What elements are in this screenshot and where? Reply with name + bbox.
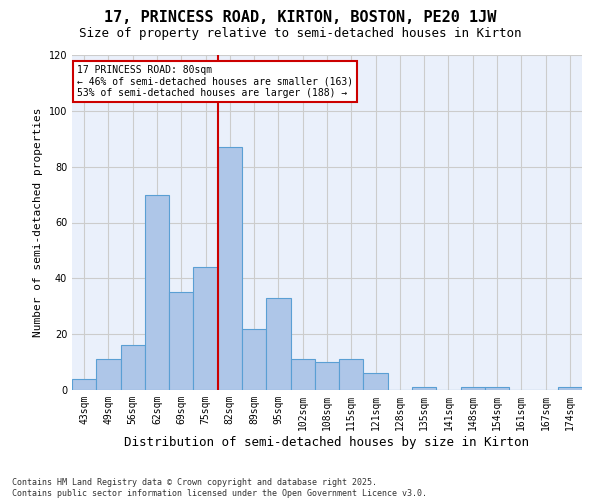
- Bar: [364, 373, 388, 390]
- X-axis label: Distribution of semi-detached houses by size in Kirton: Distribution of semi-detached houses by …: [125, 436, 530, 448]
- Bar: [72, 379, 96, 390]
- Bar: [96, 360, 121, 390]
- Bar: [558, 387, 582, 390]
- Text: 17, PRINCESS ROAD, KIRTON, BOSTON, PE20 1JW: 17, PRINCESS ROAD, KIRTON, BOSTON, PE20 …: [104, 10, 496, 25]
- Bar: [169, 292, 193, 390]
- Bar: [145, 194, 169, 390]
- Bar: [242, 328, 266, 390]
- Bar: [485, 387, 509, 390]
- Text: Contains HM Land Registry data © Crown copyright and database right 2025.
Contai: Contains HM Land Registry data © Crown c…: [12, 478, 427, 498]
- Bar: [412, 387, 436, 390]
- Bar: [218, 147, 242, 390]
- Bar: [290, 360, 315, 390]
- Bar: [461, 387, 485, 390]
- Y-axis label: Number of semi-detached properties: Number of semi-detached properties: [33, 108, 43, 337]
- Bar: [339, 360, 364, 390]
- Bar: [193, 267, 218, 390]
- Bar: [121, 346, 145, 390]
- Bar: [266, 298, 290, 390]
- Text: 17 PRINCESS ROAD: 80sqm
← 46% of semi-detached houses are smaller (163)
53% of s: 17 PRINCESS ROAD: 80sqm ← 46% of semi-de…: [77, 65, 353, 98]
- Text: Size of property relative to semi-detached houses in Kirton: Size of property relative to semi-detach…: [79, 28, 521, 40]
- Bar: [315, 362, 339, 390]
